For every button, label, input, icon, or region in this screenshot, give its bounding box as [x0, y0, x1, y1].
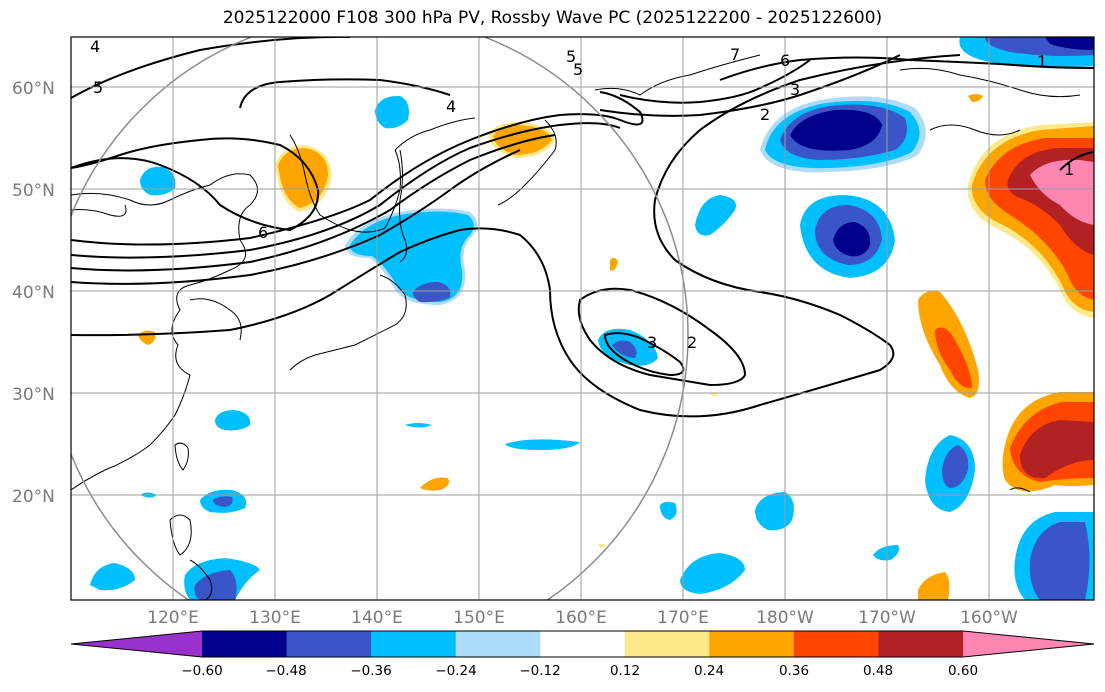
colorbar-segment [202, 631, 288, 657]
colorbar-outline [70, 630, 1095, 658]
colorbar-tick-label: 0.12 [610, 663, 640, 679]
lat-tick-label: 40°N [12, 283, 55, 303]
colorbar-segment [540, 631, 626, 657]
lon-tick-label: 160°W [960, 608, 1018, 628]
colorbar-segment [455, 631, 541, 657]
colorbar-tick-label: −0.24 [435, 663, 476, 679]
colorbar-tick-label: −0.60 [181, 663, 222, 679]
colorbar-tick-label: 0.24 [694, 663, 724, 679]
map-title: 2025122000 F108 300 hPa PV, Rossby Wave … [222, 8, 883, 28]
contour-label: 5 [93, 78, 103, 97]
lon-tick-label: 170°E [657, 608, 709, 628]
colorbar-tick-label: −0.12 [519, 663, 560, 679]
lon-tick-label: 120°E [147, 608, 199, 628]
contour-label: 1 [1037, 52, 1047, 71]
colorbar-labels: −0.60 −0.48 −0.36 −0.24 −0.12 0.12 0.24 … [181, 663, 978, 679]
longitude-labels: 120°E 130°E 140°E 150°E 160°E 170°E 180°… [147, 608, 1018, 628]
lat-tick-label: 30°N [12, 385, 55, 405]
lon-tick-label: 150°E [453, 608, 505, 628]
lon-tick-label: 160°E [555, 608, 607, 628]
lat-tick-label: 20°N [12, 487, 55, 507]
colorbar-segment [709, 631, 795, 657]
latitude-labels: 60°N 50°N 40°N 30°N 20°N [12, 79, 55, 507]
colorbar-tick-label: −0.48 [265, 663, 306, 679]
pv-shading [90, 37, 1094, 600]
colorbar-segment [371, 631, 457, 657]
contour-label: 4 [90, 37, 100, 56]
contour-label: 1 [1064, 160, 1074, 179]
colorbar-segment [286, 631, 372, 657]
contour-label: 4 [446, 97, 456, 116]
colorbar-extend-max [963, 631, 1094, 657]
colorbar-tick-label: 0.36 [779, 663, 809, 679]
lon-tick-label: 130°E [249, 608, 301, 628]
lon-tick-label: 170°W [858, 608, 916, 628]
contour-label: 2 [687, 333, 697, 352]
contour-label: 3 [790, 80, 800, 99]
map-frame [70, 36, 1095, 601]
contour-label: 6 [258, 223, 268, 242]
lon-tick-label: 140°E [351, 608, 403, 628]
lat-tick-label: 50°N [12, 181, 55, 201]
colorbar-extend-min [71, 631, 202, 657]
lat-tick-label: 60°N [12, 79, 55, 99]
pv-contours [71, 37, 1094, 418]
contour-label: 7 [730, 45, 740, 64]
contour-labels: 4 5 5 4 6 7 6 5 3 2 1 1 3 2 [90, 37, 1074, 352]
colorbar-tick-label: −0.36 [350, 663, 391, 679]
contour-label: 3 [647, 333, 657, 352]
colorbar-segment [793, 631, 879, 657]
colorbar-tick-label: 0.60 [948, 663, 978, 679]
contour-label: 2 [760, 105, 770, 124]
lon-tick-label: 180°W [756, 608, 814, 628]
colorbar-segment [878, 631, 964, 657]
colorbar-tick-label: 0.48 [863, 663, 893, 679]
gridlines [71, 37, 1094, 600]
contour-label: 6 [780, 51, 790, 70]
great-circle-ring [71, 37, 689, 600]
colorbar [70, 630, 1095, 658]
contour-label: 5 [566, 47, 576, 66]
contour-label: 5 [573, 60, 583, 79]
colorbar-segment [624, 631, 710, 657]
